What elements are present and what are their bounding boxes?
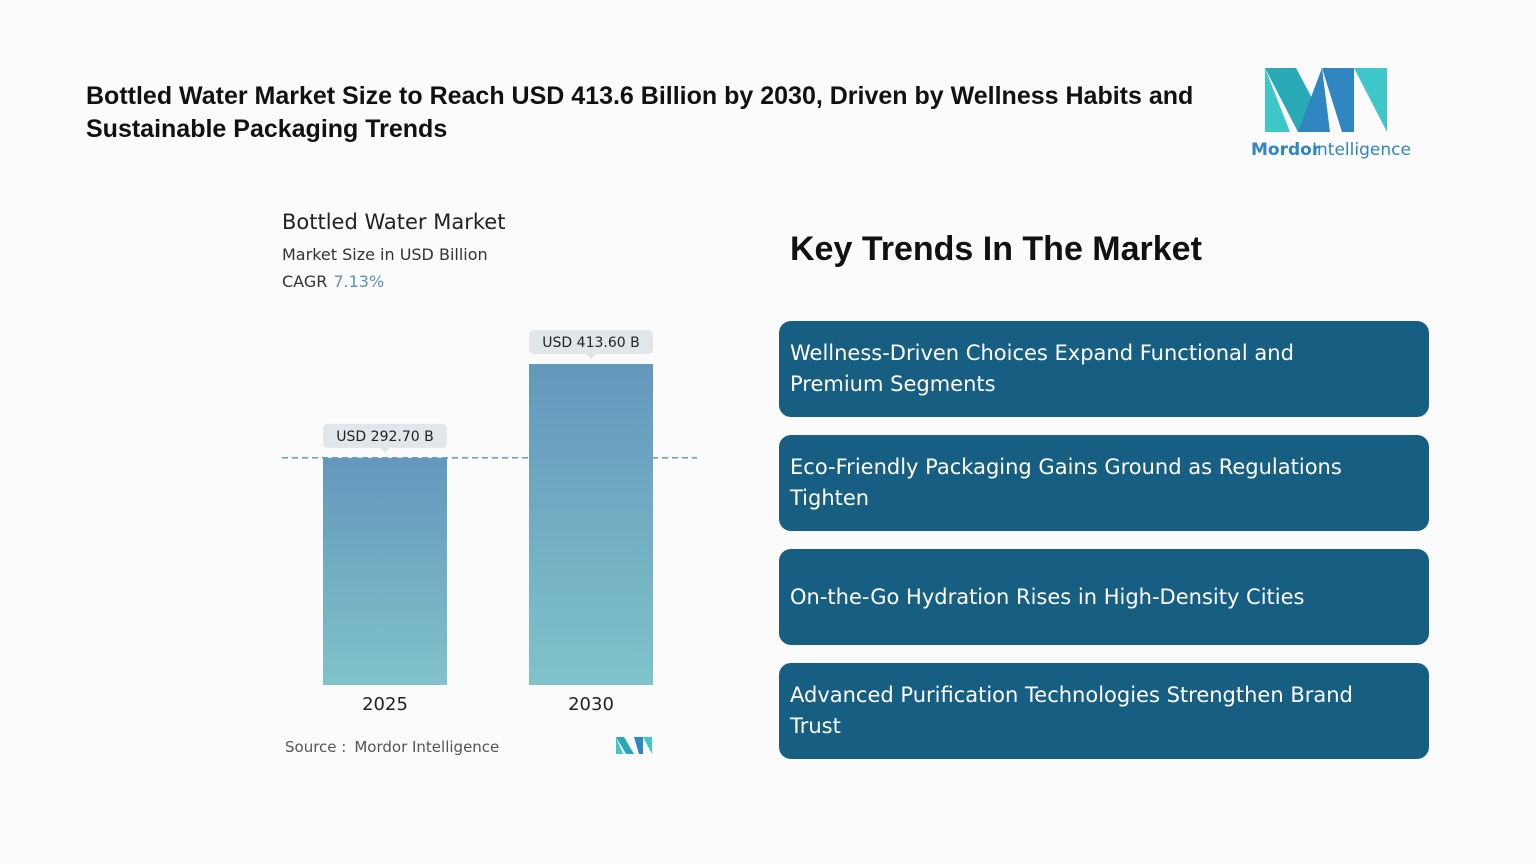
chart: USD 292.70 B 2025 USD 413.60 B 2030 bbox=[282, 330, 697, 715]
source: Source : Mordor Intelligence bbox=[285, 738, 499, 756]
value-label-pointer bbox=[586, 354, 596, 359]
value-label: USD 292.70 B bbox=[336, 429, 433, 445]
small-logo bbox=[616, 737, 652, 754]
bar bbox=[323, 457, 447, 685]
logo: Mordor Intelligence bbox=[1251, 68, 1410, 160]
x-tick-label: 2030 bbox=[568, 694, 614, 715]
logo-word: Intelligence bbox=[1312, 140, 1410, 160]
value-label-bg bbox=[529, 330, 653, 354]
x-tick-label: 2025 bbox=[362, 694, 408, 715]
trend-card: On-the-Go Hydration Rises in High-Densit… bbox=[779, 549, 1429, 645]
chart-subtitle: Market Size in USD Billion bbox=[282, 245, 488, 264]
logo-word: Mordor bbox=[1251, 140, 1321, 160]
bar bbox=[529, 364, 653, 685]
trend-card: Eco-Friendly Packaging Gains Ground as R… bbox=[779, 435, 1429, 531]
trends-heading: Key Trends In The Market bbox=[790, 230, 1202, 268]
value-label-pointer bbox=[380, 447, 390, 453]
chart-title: Bottled Water Market bbox=[282, 210, 506, 234]
trend-card: Advanced Purification Technologies Stren… bbox=[779, 663, 1429, 759]
source-label: Source : bbox=[285, 738, 347, 756]
value-label-bg bbox=[323, 423, 447, 448]
cagr-label: CAGR bbox=[282, 272, 328, 291]
page-title: Bottled Water Market Size to Reach USD 4… bbox=[86, 82, 1194, 143]
value-label: USD 413.60 B bbox=[542, 335, 639, 351]
cagr-value: 7.13% bbox=[333, 272, 385, 291]
cagr: CAGR 7.13% bbox=[282, 272, 384, 291]
source-name: Mordor Intelligence bbox=[354, 738, 500, 756]
trend-card: Wellness-Driven Choices Expand Functiona… bbox=[779, 321, 1429, 417]
